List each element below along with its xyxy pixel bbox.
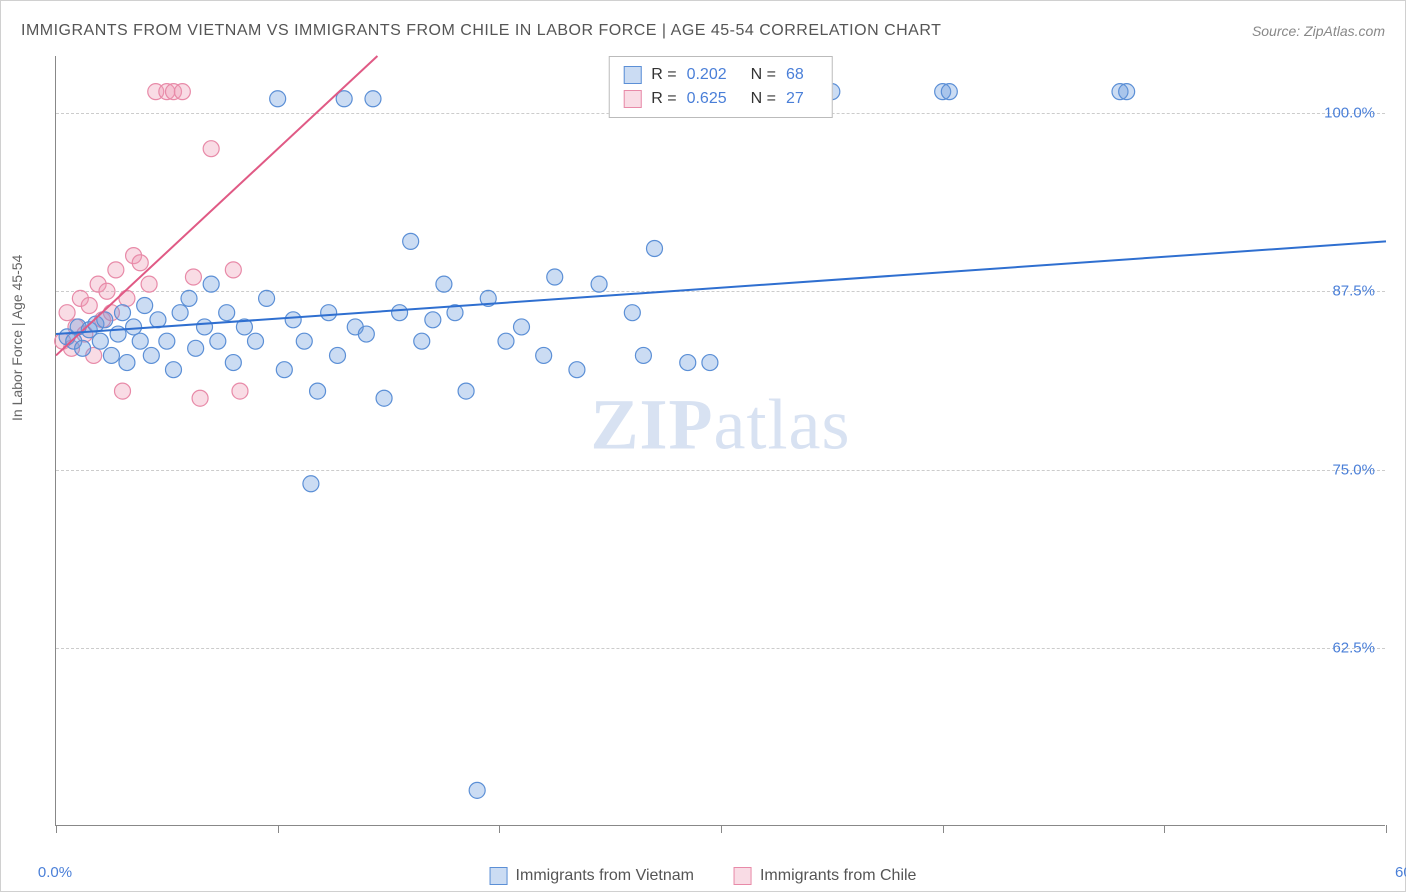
legend-item-vietnam: Immigrants from Vietnam	[490, 867, 694, 885]
chile-swatch-icon	[623, 90, 641, 108]
chile-r-value: 0.625	[687, 87, 727, 111]
vietnam-n-value: 68	[786, 63, 804, 87]
chile-swatch-icon	[734, 867, 752, 885]
plot-area: ZIPatlas 62.5%75.0%87.5%100.0% R = 0.202…	[55, 56, 1385, 826]
legend-row-chile: R = 0.625 N = 27	[623, 87, 818, 111]
x-tick-label-max: 60.0%	[1395, 864, 1406, 881]
vietnam-swatch-icon	[623, 66, 641, 84]
n-label: N =	[751, 63, 776, 87]
vietnam-r-value: 0.202	[687, 63, 727, 87]
legend-item-chile: Immigrants from Chile	[734, 867, 916, 885]
correlation-legend: R = 0.202 N = 68 R = 0.625 N = 27	[608, 56, 833, 118]
n-label: N =	[751, 87, 776, 111]
r-label: R =	[651, 87, 676, 111]
y-axis-label: In Labor Force | Age 45-54	[9, 255, 25, 421]
chart-title: IMMIGRANTS FROM VIETNAM VS IMMIGRANTS FR…	[21, 22, 941, 40]
source-prefix: Source:	[1252, 23, 1304, 39]
chile-n-value: 27	[786, 87, 804, 111]
source-attribution: Source: ZipAtlas.com	[1252, 23, 1385, 39]
title-bar: IMMIGRANTS FROM VIETNAM VS IMMIGRANTS FR…	[1, 1, 1405, 47]
chart-container: IMMIGRANTS FROM VIETNAM VS IMMIGRANTS FR…	[0, 0, 1406, 892]
r-label: R =	[651, 63, 676, 87]
series-legend: Immigrants from Vietnam Immigrants from …	[490, 867, 917, 885]
source-name: ZipAtlas.com	[1304, 23, 1385, 39]
legend-row-vietnam: R = 0.202 N = 68	[623, 63, 818, 87]
vietnam-label: Immigrants from Vietnam	[516, 867, 694, 885]
x-tick-label-min: 0.0%	[38, 864, 72, 881]
vietnam-swatch-icon	[490, 867, 508, 885]
scatter-svg	[56, 56, 1385, 825]
chile-label: Immigrants from Chile	[760, 867, 916, 885]
